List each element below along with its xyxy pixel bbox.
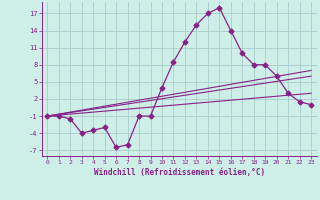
- X-axis label: Windchill (Refroidissement éolien,°C): Windchill (Refroidissement éolien,°C): [94, 168, 265, 177]
